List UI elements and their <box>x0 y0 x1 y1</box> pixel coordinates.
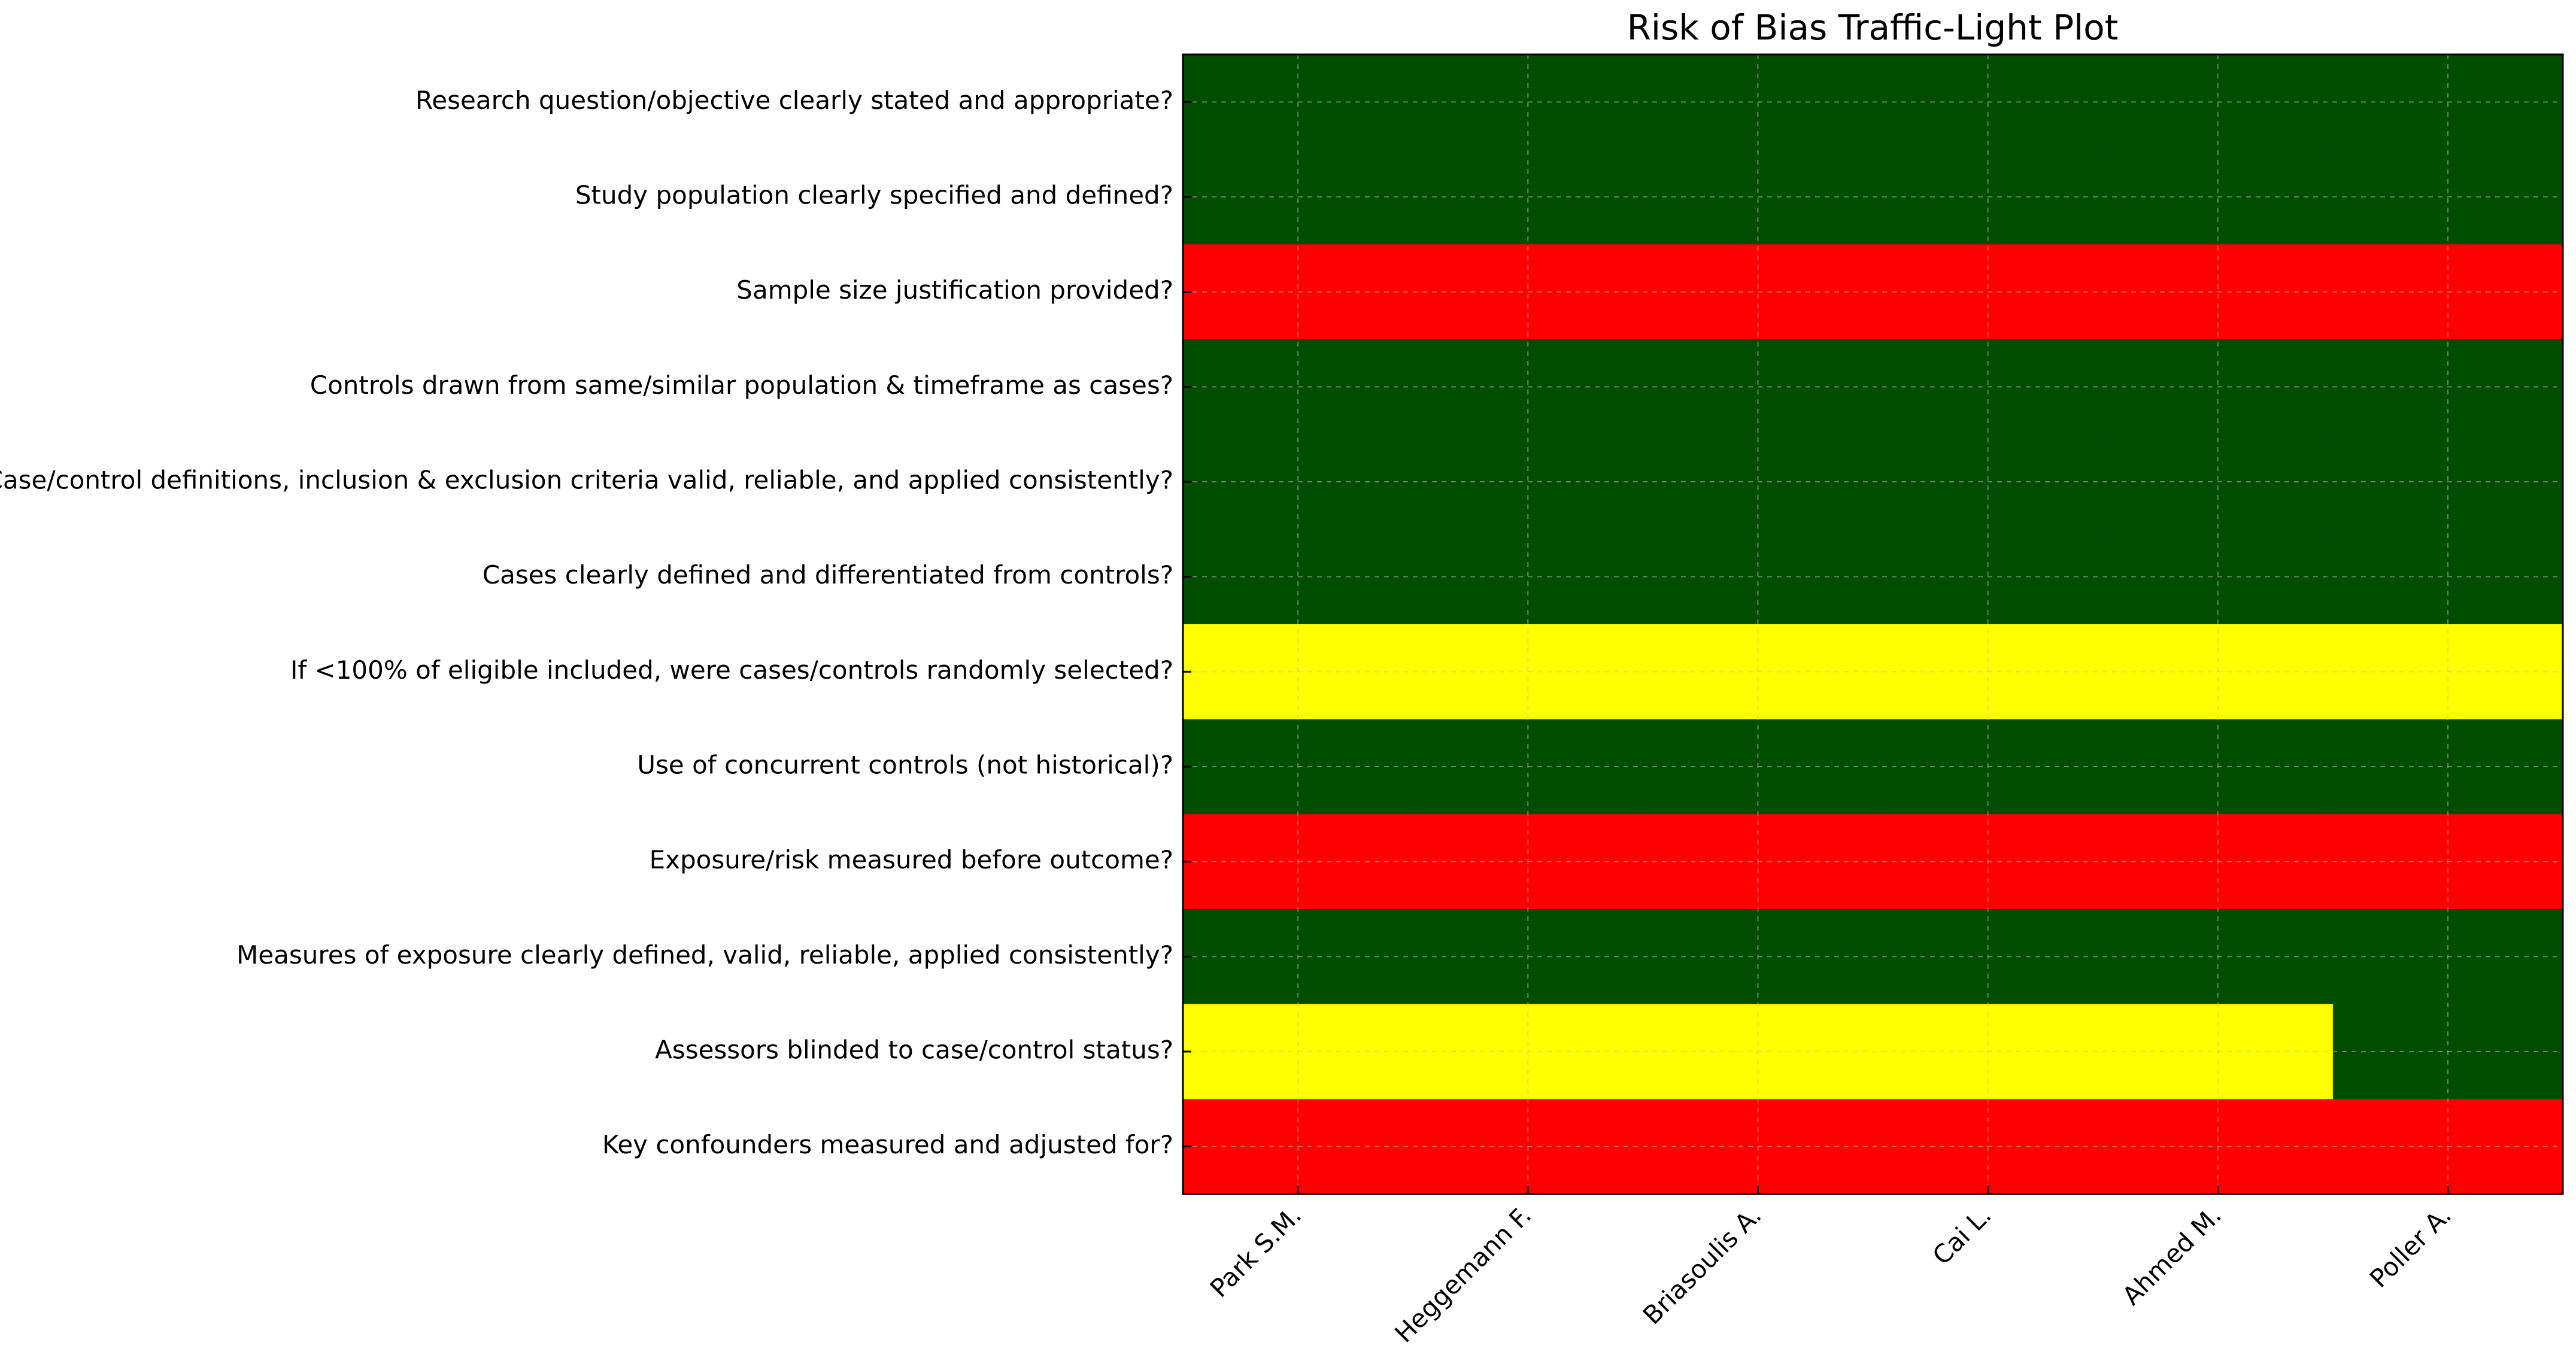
y-tick-label: Case/control definitions, inclusion & ex… <box>0 466 1173 495</box>
x-tick-label: Cai L. <box>1927 1201 1997 1271</box>
y-tick-label: Cases clearly defined and differentiated… <box>483 560 1173 590</box>
x-tick-label: Ahmed M. <box>2117 1201 2227 1311</box>
x-tick-label: Park S.M. <box>1204 1201 1307 1304</box>
chart-title: Risk of Bias Traffic-Light Plot <box>1627 7 2119 48</box>
x-tick-label: Briasoulis A. <box>1637 1201 1767 1330</box>
x-tick-label: Poller A. <box>2364 1201 2457 1293</box>
plot-frame <box>1182 53 2564 1195</box>
y-tick-label: Research question/objective clearly stat… <box>415 86 1173 115</box>
y-tick-label: Key confounders measured and adjusted fo… <box>602 1130 1173 1159</box>
y-tick-label: Study population clearly specified and d… <box>575 181 1173 210</box>
y-tick-label: Measures of exposure clearly defined, va… <box>236 940 1173 970</box>
y-tick-label: Assessors blinded to case/control status… <box>655 1035 1173 1065</box>
y-tick-label: Use of concurrent controls (not historic… <box>637 751 1173 780</box>
y-tick-label: Sample size justification provided? <box>736 275 1173 305</box>
x-tick-label: Heggemann F. <box>1389 1201 1537 1348</box>
y-tick-label: Controls drawn from same/similar populat… <box>310 370 1173 400</box>
y-tick-label: Exposure/risk measured before outcome? <box>650 845 1173 874</box>
y-tick-label: If <100% of eligible included, were case… <box>290 655 1173 685</box>
